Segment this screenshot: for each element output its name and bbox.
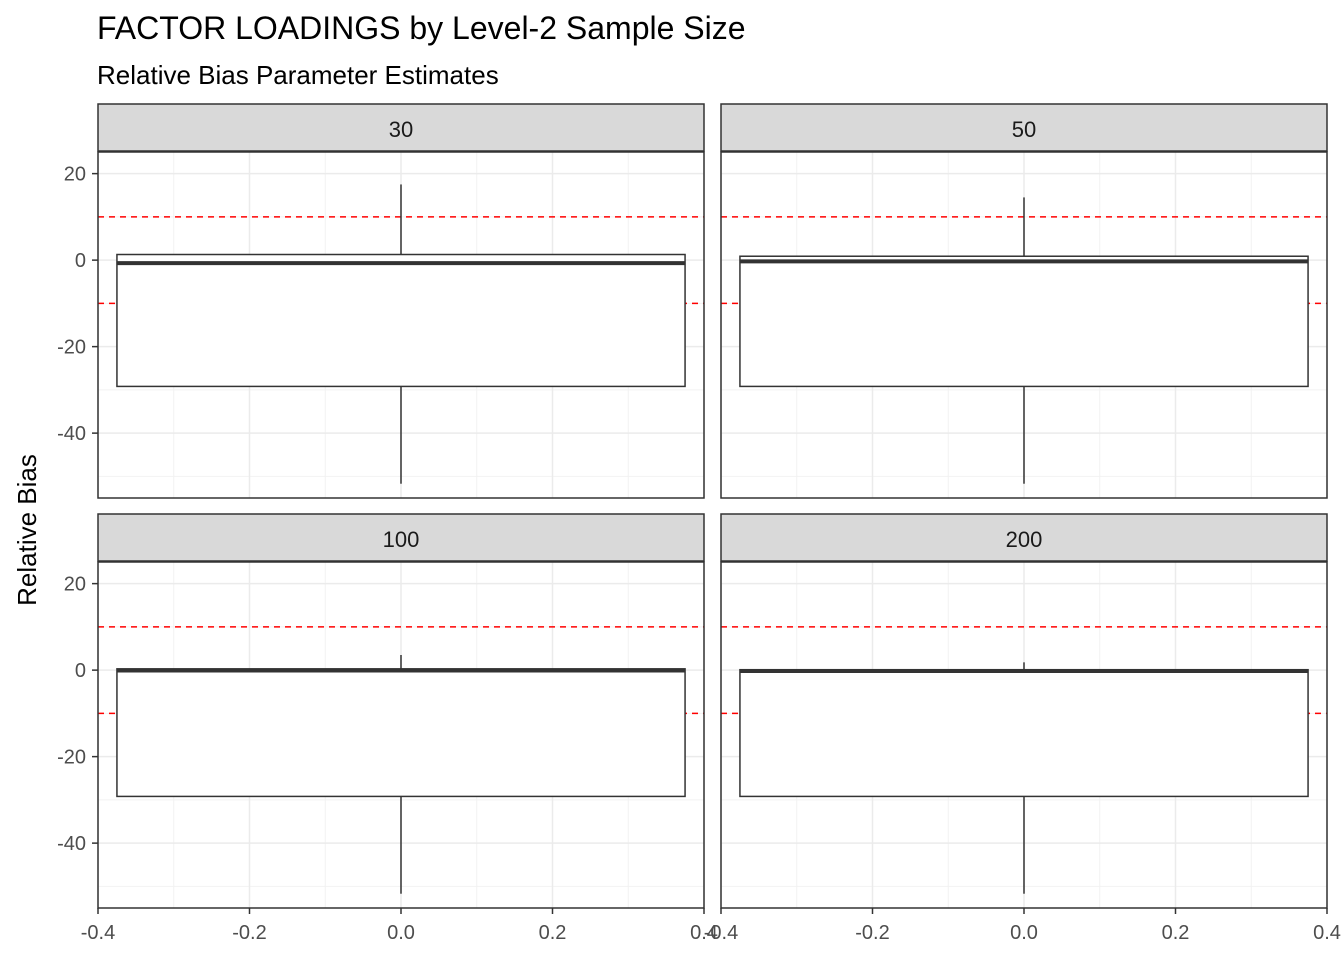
- facet-strip: [97, 513, 705, 562]
- x-tick-label: -0.2: [232, 922, 266, 944]
- chart-title: FACTOR LOADINGS by Level-2 Sample Size: [97, 10, 746, 46]
- y-tick-label: 0: [75, 660, 86, 682]
- chart-subtitle: Relative Bias Parameter Estimates: [97, 60, 499, 90]
- x-tick-label: 0.2: [1162, 922, 1190, 944]
- panel-border: [97, 151, 705, 499]
- facet-strip: [720, 513, 1328, 562]
- y-tick-label: -20: [57, 747, 86, 769]
- y-tick-label: -40: [57, 423, 86, 445]
- facet-strip: [97, 103, 705, 152]
- x-tick-label: 0.4: [1313, 922, 1341, 944]
- y-tick-label: -20: [57, 337, 86, 359]
- facet-strip-label: 200: [1006, 527, 1043, 552]
- y-tick-label: 0: [75, 250, 86, 272]
- box: [739, 668, 1309, 798]
- panel-border: [720, 151, 1328, 499]
- y-tick-label: -40: [57, 833, 86, 855]
- y-tick-label: 20: [64, 574, 86, 596]
- x-tick-label: 0.0: [387, 922, 415, 944]
- x-tick-label: -0.2: [855, 922, 889, 944]
- x-tick-label: 0.2: [539, 922, 567, 944]
- y-tick-label: 20: [64, 164, 86, 186]
- facet-strip-label: 50: [1012, 117, 1036, 142]
- y-axis-label: Relative Bias: [12, 454, 42, 606]
- box: [739, 255, 1309, 388]
- facet-strip: [720, 103, 1328, 152]
- box: [116, 253, 686, 388]
- x-tick-label: 0.0: [1010, 922, 1038, 944]
- x-tick-label: -0.4: [81, 922, 115, 944]
- facet-strip-label: 100: [383, 527, 420, 552]
- x-tick-label: 0.4: [690, 922, 718, 944]
- x-tick-label: -0.4: [704, 922, 738, 944]
- facet-strip-label: 30: [389, 117, 413, 142]
- box: [116, 668, 686, 798]
